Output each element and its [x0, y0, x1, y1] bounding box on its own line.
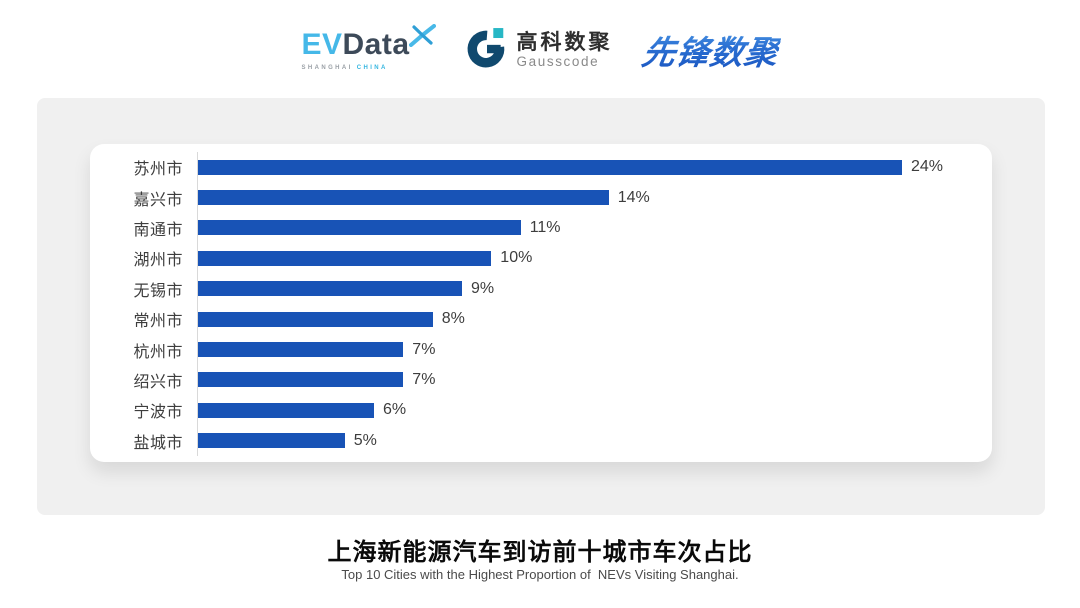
value-label: 10% [500, 249, 533, 267]
gausscode-logo: 高科数聚 Gausscode [466, 27, 613, 74]
value-label: 6% [383, 401, 407, 419]
evdata-x-icon [408, 23, 436, 52]
bar-track: 24% [197, 152, 992, 183]
evdata-data-text: Data [342, 27, 410, 61]
chart-row: 杭州市 7% [90, 334, 992, 365]
bar [198, 250, 492, 266]
bar [198, 342, 404, 358]
value-label: 5% [353, 431, 377, 449]
value-label: 9% [471, 279, 495, 297]
evdata-logo: EV Data SHANGHAI CHINA [301, 23, 436, 71]
category-label: 无锡市 [133, 282, 183, 300]
gausscode-cn-name: 高科数聚 [516, 30, 613, 54]
bar-track: 6% [197, 395, 992, 426]
bar-track: 5% [197, 425, 992, 456]
chart-card: 苏州市 24% 嘉兴市 14% 南通市 11% 湖州市 10% 无锡市 9% 常州市 8% 杭州市 7% 绍… [90, 144, 992, 462]
bar [198, 281, 462, 297]
chart-rows: 苏州市 24% 嘉兴市 14% 南通市 11% 湖州市 10% 无锡市 9% 常州市 8% 杭州市 7% 绍… [90, 152, 992, 456]
category-label: 南通市 [133, 221, 183, 239]
bar-track: 7% [197, 334, 992, 365]
category-label: 湖州市 [133, 252, 183, 270]
chart-row: 南通市 11% [90, 212, 992, 244]
value-label: 24% [911, 158, 944, 176]
pioneer-logo: 先锋数聚 [638, 26, 782, 74]
category-label: 盐城市 [133, 434, 183, 452]
bar [198, 159, 902, 175]
bar [198, 372, 404, 388]
evdata-ev-text: EV [301, 27, 343, 61]
gausscode-text: 高科数聚 Gausscode [517, 31, 613, 70]
value-label: 11% [529, 218, 561, 236]
chart-row: 湖州市 10% [90, 243, 992, 274]
gausscode-g-icon [466, 27, 508, 74]
category-label: 嘉兴市 [133, 191, 183, 209]
bar [198, 220, 521, 236]
logo-header: EV Data SHANGHAI CHINA 高科数聚 Gausscode 先锋数… [0, 18, 1080, 82]
value-label: 8% [441, 310, 465, 328]
bar-track: 14% [197, 182, 992, 213]
category-label: 苏州市 [133, 161, 183, 179]
bar-track: 10% [197, 243, 992, 274]
bar-track: 11% [197, 212, 992, 244]
value-label: 14% [617, 188, 650, 206]
chart-row: 宁波市 6% [90, 395, 992, 426]
value-label: 7% [412, 340, 436, 358]
chart-row: 常州市 8% [90, 303, 992, 335]
chart-row: 苏州市 24% [90, 152, 992, 183]
bar-track: 7% [197, 364, 992, 396]
bar [198, 311, 433, 327]
bar [198, 402, 374, 418]
evdata-subtext: SHANGHAI CHINA [301, 64, 388, 71]
chart-row: 绍兴市 7% [90, 364, 992, 396]
bar-track: 8% [197, 303, 992, 335]
chart-row: 无锡市 9% [90, 273, 992, 304]
chart-title: 上海新能源汽车到访前十城市车次占比 [327, 539, 753, 566]
chart-row: 嘉兴市 14% [90, 182, 992, 213]
bar [198, 190, 609, 206]
bar [198, 433, 345, 449]
gausscode-en-name: Gausscode [516, 53, 600, 69]
chart-row: 盐城市 5% [90, 425, 992, 456]
bar-track: 9% [197, 273, 992, 304]
evdata-wordmark: EV Data [301, 27, 410, 61]
category-label: 绍兴市 [133, 373, 183, 391]
chart-subtitle: Top 10 Cities with the Highest Proportio… [341, 567, 739, 582]
value-label: 7% [412, 370, 436, 388]
category-label: 常州市 [133, 313, 183, 331]
category-label: 杭州市 [133, 343, 183, 361]
category-label: 宁波市 [133, 404, 183, 422]
